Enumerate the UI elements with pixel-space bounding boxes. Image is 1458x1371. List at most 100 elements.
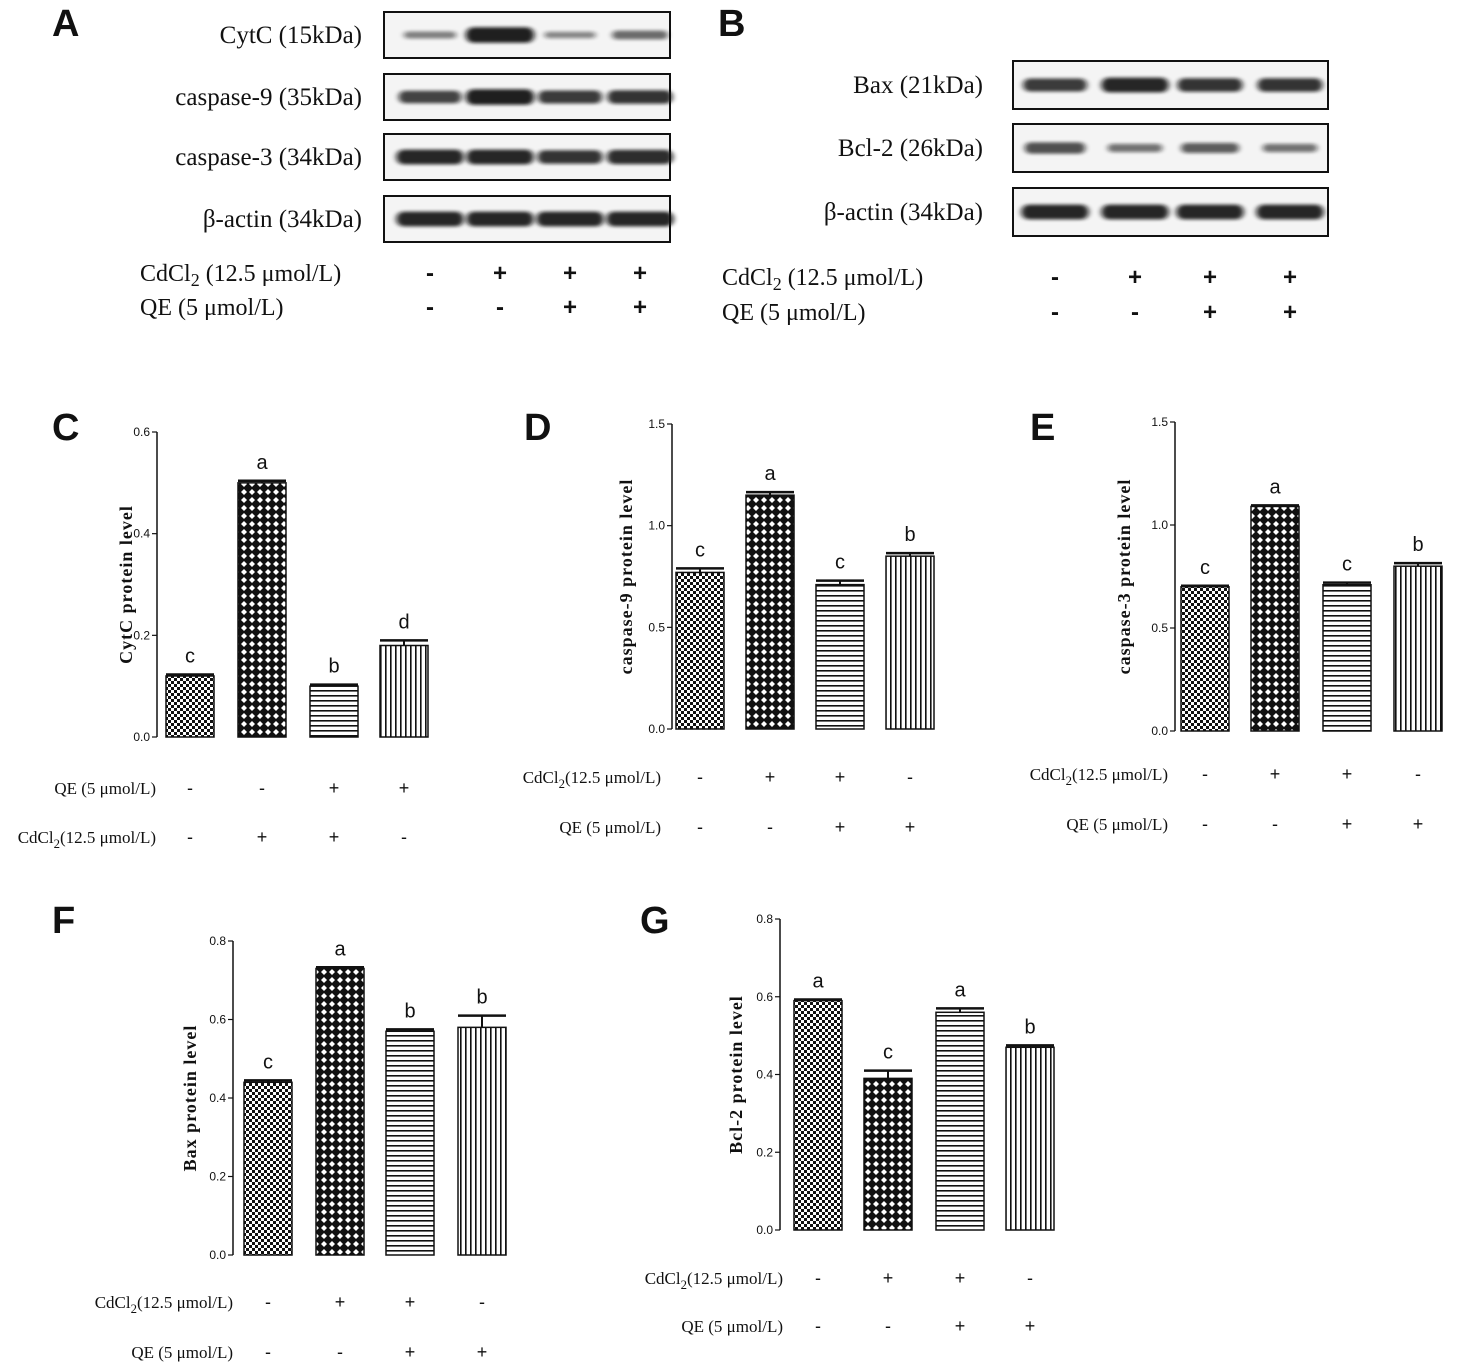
condition-sign: - bbox=[1202, 764, 1208, 784]
blot-band bbox=[538, 90, 602, 104]
bar bbox=[309, 685, 359, 738]
condition-label: QE (5 μmol/L) bbox=[722, 300, 866, 326]
condition-sign: - bbox=[697, 817, 703, 837]
condition-sign: - bbox=[187, 827, 193, 847]
blot-label: Bax (21kDa) bbox=[853, 72, 983, 99]
y-tick-label: 1.5 bbox=[1151, 415, 1168, 429]
significance-letter: c bbox=[185, 645, 195, 667]
significance-letter: c bbox=[883, 1042, 893, 1064]
condition-sign: - bbox=[426, 260, 434, 287]
y-tick-label: 0.0 bbox=[648, 722, 665, 736]
blot-band bbox=[396, 211, 464, 227]
significance-letter: a bbox=[256, 452, 268, 474]
condition-sign: + bbox=[329, 827, 340, 847]
blot-band bbox=[1021, 204, 1089, 220]
significance-letter: c bbox=[263, 1051, 273, 1073]
y-axis-label: Bax protein level bbox=[180, 1025, 200, 1172]
condition-sign: - bbox=[337, 1342, 343, 1362]
bar bbox=[379, 644, 429, 738]
blot-band bbox=[1177, 78, 1243, 92]
condition-sign: + bbox=[1270, 764, 1281, 784]
condition-label: QE (5 μmol/L) bbox=[54, 779, 156, 798]
condition-sign: + bbox=[955, 1316, 966, 1336]
panel-b-blot-group: Bax (21kDa) Bcl-2 (26kDa) β-actin (34kDa) bbox=[824, 60, 1329, 237]
condition-sign: - bbox=[1415, 764, 1421, 784]
condition-sign: + bbox=[1342, 814, 1353, 834]
blot-label: Bcl-2 (26kDa) bbox=[838, 135, 983, 162]
blot-band bbox=[1023, 78, 1087, 92]
condition-label: CdCl2 (12.5 μmol/L) bbox=[722, 265, 923, 294]
condition-label: CdCl2(12.5 μmol/L) bbox=[95, 1293, 233, 1316]
blot-label: caspase-9 (35kDa) bbox=[175, 84, 362, 111]
significance-letter: d bbox=[398, 611, 409, 633]
panel-letter: E bbox=[1030, 407, 1055, 449]
significance-letter: b bbox=[1024, 1016, 1035, 1038]
condition-label: CdCl2 (12.5 μmol/L) bbox=[140, 261, 341, 290]
bar bbox=[1180, 586, 1230, 732]
condition-sign: + bbox=[405, 1342, 416, 1362]
significance-letter: c bbox=[695, 539, 705, 561]
condition-sign: - bbox=[496, 294, 504, 321]
bar bbox=[1250, 505, 1300, 732]
blot-band bbox=[466, 211, 534, 227]
bar bbox=[863, 1077, 913, 1231]
blot-band bbox=[1181, 143, 1239, 153]
blot-band bbox=[606, 149, 674, 165]
blot-band bbox=[1024, 142, 1086, 154]
y-tick-label: 1.5 bbox=[648, 417, 665, 431]
bar bbox=[1005, 1046, 1055, 1231]
condition-sign: - bbox=[479, 1292, 485, 1312]
y-tick-label: 0.6 bbox=[209, 1013, 226, 1027]
blot-band bbox=[1107, 143, 1163, 153]
condition-sign: + bbox=[405, 1292, 416, 1312]
significance-letter: b bbox=[328, 656, 339, 678]
y-tick-label: 0.5 bbox=[1151, 621, 1168, 635]
condition-sign: + bbox=[493, 260, 507, 287]
condition-label: CdCl2(12.5 μmol/L) bbox=[1030, 765, 1168, 788]
condition-sign: - bbox=[767, 817, 773, 837]
condition-sign: + bbox=[1283, 264, 1297, 291]
condition-sign: + bbox=[633, 260, 647, 287]
condition-label: CdCl2(12.5 μmol/L) bbox=[523, 768, 661, 791]
significance-letter: b bbox=[1412, 534, 1423, 556]
y-tick-label: 0.4 bbox=[133, 527, 150, 541]
y-tick-label: 0.6 bbox=[756, 990, 773, 1004]
bar bbox=[315, 967, 365, 1256]
condition-sign: - bbox=[885, 1316, 891, 1336]
panel-b-western-blot: B Bax (21kDa) Bcl-2 (26kDa) β-actin (34kDa… bbox=[718, 3, 1329, 326]
panel-a-blot-group: CytC (15kDa) caspase-9 (35kDa) caspase-3 (… bbox=[175, 11, 674, 243]
bar bbox=[165, 675, 215, 738]
blot-band bbox=[398, 90, 462, 104]
bar bbox=[745, 494, 795, 730]
panel-a-conditions: CdCl2 (12.5 μmol/L) - + + + QE (5 μmol/L) - - + + bbox=[140, 260, 647, 321]
chart-e-caspase-3: E 0.0 0.5 1.0 1.5 caspase-3 protein level c a c b… bbox=[1030, 407, 1443, 834]
panel-letter: D bbox=[524, 407, 551, 449]
blot-label: CytC (15kDa) bbox=[220, 22, 362, 49]
bar bbox=[1322, 583, 1372, 732]
condition-sign: + bbox=[955, 1268, 966, 1288]
condition-label: CdCl2(12.5 μmol/L) bbox=[645, 1269, 783, 1292]
condition-sign: + bbox=[633, 294, 647, 321]
blot-band bbox=[396, 149, 464, 165]
condition-label: QE (5 μmol/L) bbox=[131, 1343, 233, 1362]
condition-sign: + bbox=[563, 294, 577, 321]
y-tick-label: 0.8 bbox=[756, 912, 773, 926]
panel-letter: C bbox=[52, 407, 79, 449]
condition-sign: + bbox=[1342, 764, 1353, 784]
condition-sign: + bbox=[905, 817, 916, 837]
y-tick-label: 0.2 bbox=[133, 628, 150, 642]
bar bbox=[385, 1030, 435, 1256]
condition-sign: - bbox=[1051, 299, 1059, 326]
condition-sign: + bbox=[335, 1292, 346, 1312]
bar bbox=[237, 482, 287, 738]
significance-letter: a bbox=[334, 938, 346, 960]
y-tick-label: 0.2 bbox=[209, 1170, 226, 1184]
condition-label: QE (5 μmol/L) bbox=[559, 818, 661, 837]
condition-sign: - bbox=[1027, 1268, 1033, 1288]
condition-sign: + bbox=[1128, 264, 1142, 291]
condition-sign: - bbox=[1272, 814, 1278, 834]
y-tick-label: 1.0 bbox=[648, 519, 665, 533]
significance-letter: a bbox=[1269, 476, 1281, 498]
significance-letter: a bbox=[764, 463, 776, 485]
condition-label: QE (5 μmol/L) bbox=[140, 295, 284, 321]
